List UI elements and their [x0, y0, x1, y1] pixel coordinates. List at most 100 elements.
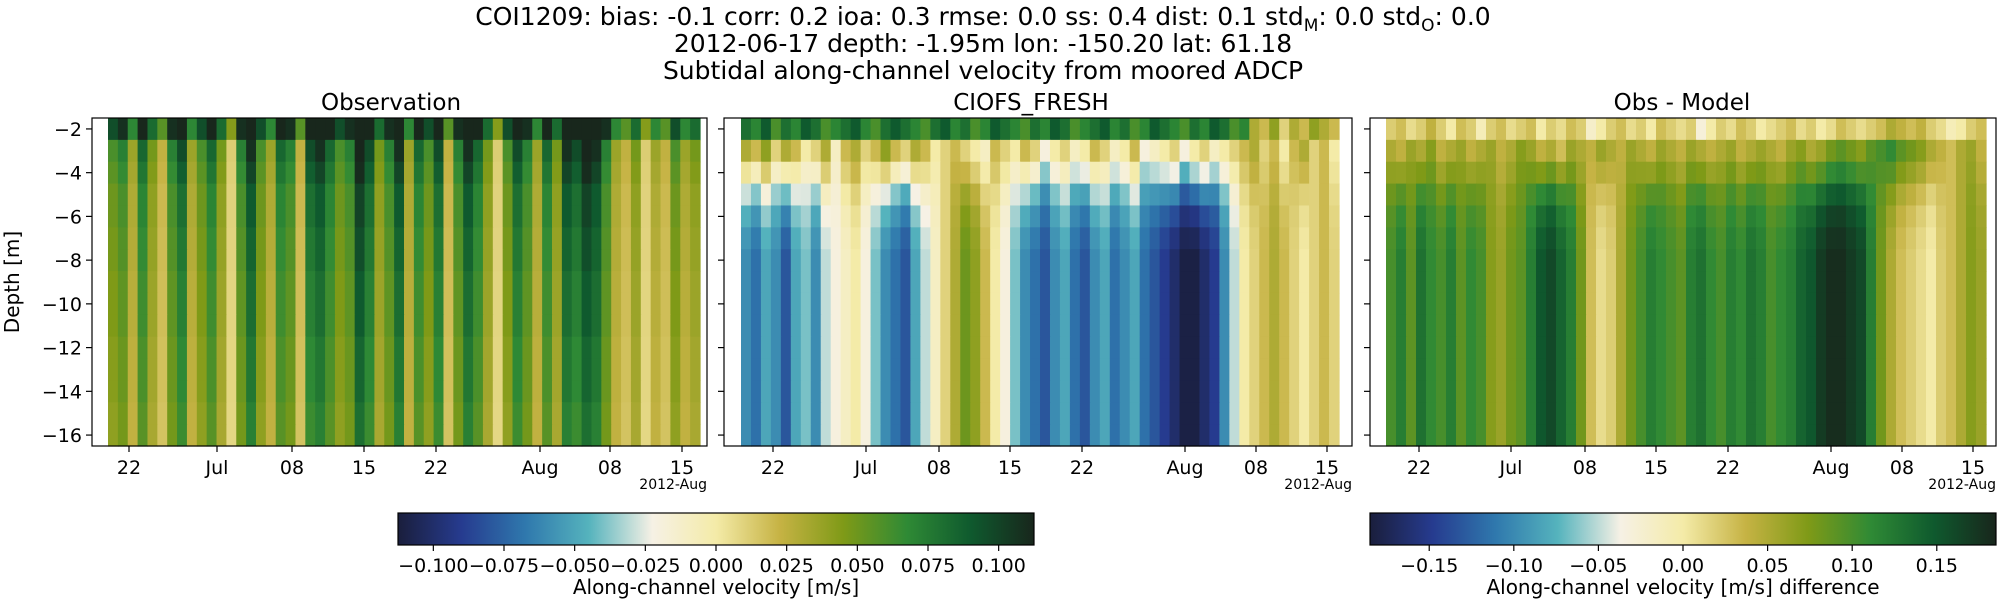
heatmap-cell: [960, 205, 971, 228]
heatmap-cell: [970, 249, 981, 272]
heatmap-cell: [1976, 227, 1987, 250]
heatmap-cell: [810, 118, 822, 141]
heatmap-cell: [1199, 249, 1211, 272]
heatmap-cell: [1856, 336, 1867, 360]
heatmap-cell: [980, 139, 991, 163]
heatmap-cell: [186, 161, 198, 185]
heatmap-cell: [226, 139, 237, 163]
heatmap-cell: [790, 402, 802, 425]
heatmap-cell: [621, 336, 632, 360]
heatmap-cell: [463, 358, 474, 381]
heatmap-cell: [1526, 402, 1537, 425]
heatmap-cell: [1966, 358, 1977, 381]
heatmap-cell: [1406, 292, 1417, 316]
heatmap-cell: [532, 314, 543, 338]
heatmap-cell: [900, 205, 912, 228]
heatmap-cell: [236, 424, 247, 447]
heatmap-cell: [1396, 118, 1407, 141]
heatmap-cell: [1766, 118, 1777, 141]
heatmap-cell: [1010, 314, 1021, 338]
heatmap-cell: [206, 292, 218, 316]
heatmap-cell: [870, 292, 882, 316]
heatmap-cell: [206, 139, 218, 163]
heatmap-cell: [295, 402, 306, 425]
heatmap-cell: [374, 183, 385, 207]
heatmap-cell: [1516, 183, 1527, 207]
heatmap-cell: [295, 358, 306, 381]
heatmap-cell: [1686, 424, 1697, 447]
heatmap-cell: [1556, 358, 1567, 381]
heatmap-cell: [601, 314, 612, 338]
heatmap-cell: [1119, 249, 1131, 272]
heatmap-cell: [1319, 139, 1330, 163]
heatmap-cell: [492, 402, 504, 425]
heatmap-cell: [512, 205, 523, 228]
heatmap-cell: [1676, 183, 1687, 207]
heatmap-cell: [1099, 183, 1111, 207]
heatmap-cell: [413, 183, 425, 207]
heatmap-cell: [305, 292, 316, 316]
heatmap-cell: [1966, 271, 1977, 294]
heatmap-cell: [950, 358, 961, 381]
heatmap-cell: [1496, 314, 1507, 338]
heatmap-cell: [1079, 205, 1091, 228]
heatmap-cell: [1916, 205, 1927, 228]
heatmap-cell: [1666, 424, 1677, 447]
heatmap-cell: [670, 271, 681, 294]
heatmap-cell: [1546, 424, 1557, 447]
heatmap-cell: [1049, 271, 1061, 294]
heatmap-cell: [1279, 358, 1290, 381]
heatmap-cell: [1596, 380, 1607, 403]
heatmap-cell: [650, 205, 662, 228]
heatmap-cell: [840, 336, 852, 360]
heatmap-cell: [1466, 380, 1477, 403]
heatmap-cell: [1319, 183, 1330, 207]
heatmap-cell: [1219, 314, 1230, 338]
heatmap-cell: [741, 271, 752, 294]
heatmap-cell: [196, 314, 208, 338]
heatmap-cell: [1000, 358, 1011, 381]
heatmap-cell: [1536, 205, 1547, 228]
heatmap-cell: [820, 292, 832, 316]
heatmap-cell: [1646, 358, 1657, 381]
panel-title-observation: Observation: [321, 90, 461, 116]
heatmap-cell: [1706, 336, 1717, 360]
colorbar-tick-label: −0.05: [1569, 555, 1627, 577]
heatmap-cell: [1856, 139, 1867, 163]
heatmap-cell: [1299, 161, 1310, 185]
heatmap-cell: [305, 402, 316, 425]
heatmap-cell: [640, 249, 652, 272]
heatmap-cell: [1309, 424, 1320, 447]
heatmap-cell: [1329, 336, 1340, 360]
heatmap-cell: [1129, 161, 1141, 185]
heatmap-cell: [325, 271, 336, 294]
heatmap-cell: [621, 314, 632, 338]
heatmap-cell: [1219, 292, 1230, 316]
heatmap-cell: [404, 139, 415, 163]
heatmap-cell: [265, 424, 277, 447]
heatmap-cell: [1576, 314, 1587, 338]
heatmap-cell: [1626, 358, 1637, 381]
heatmap-cell: [394, 161, 405, 185]
heatmap-cell: [930, 314, 941, 338]
heatmap-cell: [305, 205, 316, 228]
heatmap-cell: [1456, 336, 1467, 360]
heatmap-cell: [1159, 227, 1171, 250]
heatmap-cell: [680, 183, 691, 207]
heatmap-cell: [236, 380, 247, 403]
heatmap-cell: [950, 292, 961, 316]
heatmap-cell: [502, 227, 514, 250]
heatmap-cell: [1796, 249, 1807, 272]
heatmap-cell: [1099, 402, 1111, 425]
heatmap-cell: [1279, 227, 1290, 250]
heatmap-cell: [186, 227, 198, 250]
heatmap-cell: [1319, 161, 1330, 185]
x-tick-label: 15: [1644, 457, 1668, 479]
heatmap-cell: [354, 139, 366, 163]
heatmap-cell: [990, 161, 1001, 185]
heatmap-cell: [1476, 249, 1487, 272]
heatmap-cell: [1626, 183, 1637, 207]
heatmap-cell: [502, 205, 514, 228]
heatmap-cell: [1476, 118, 1487, 141]
heatmap-cell: [1616, 139, 1627, 163]
